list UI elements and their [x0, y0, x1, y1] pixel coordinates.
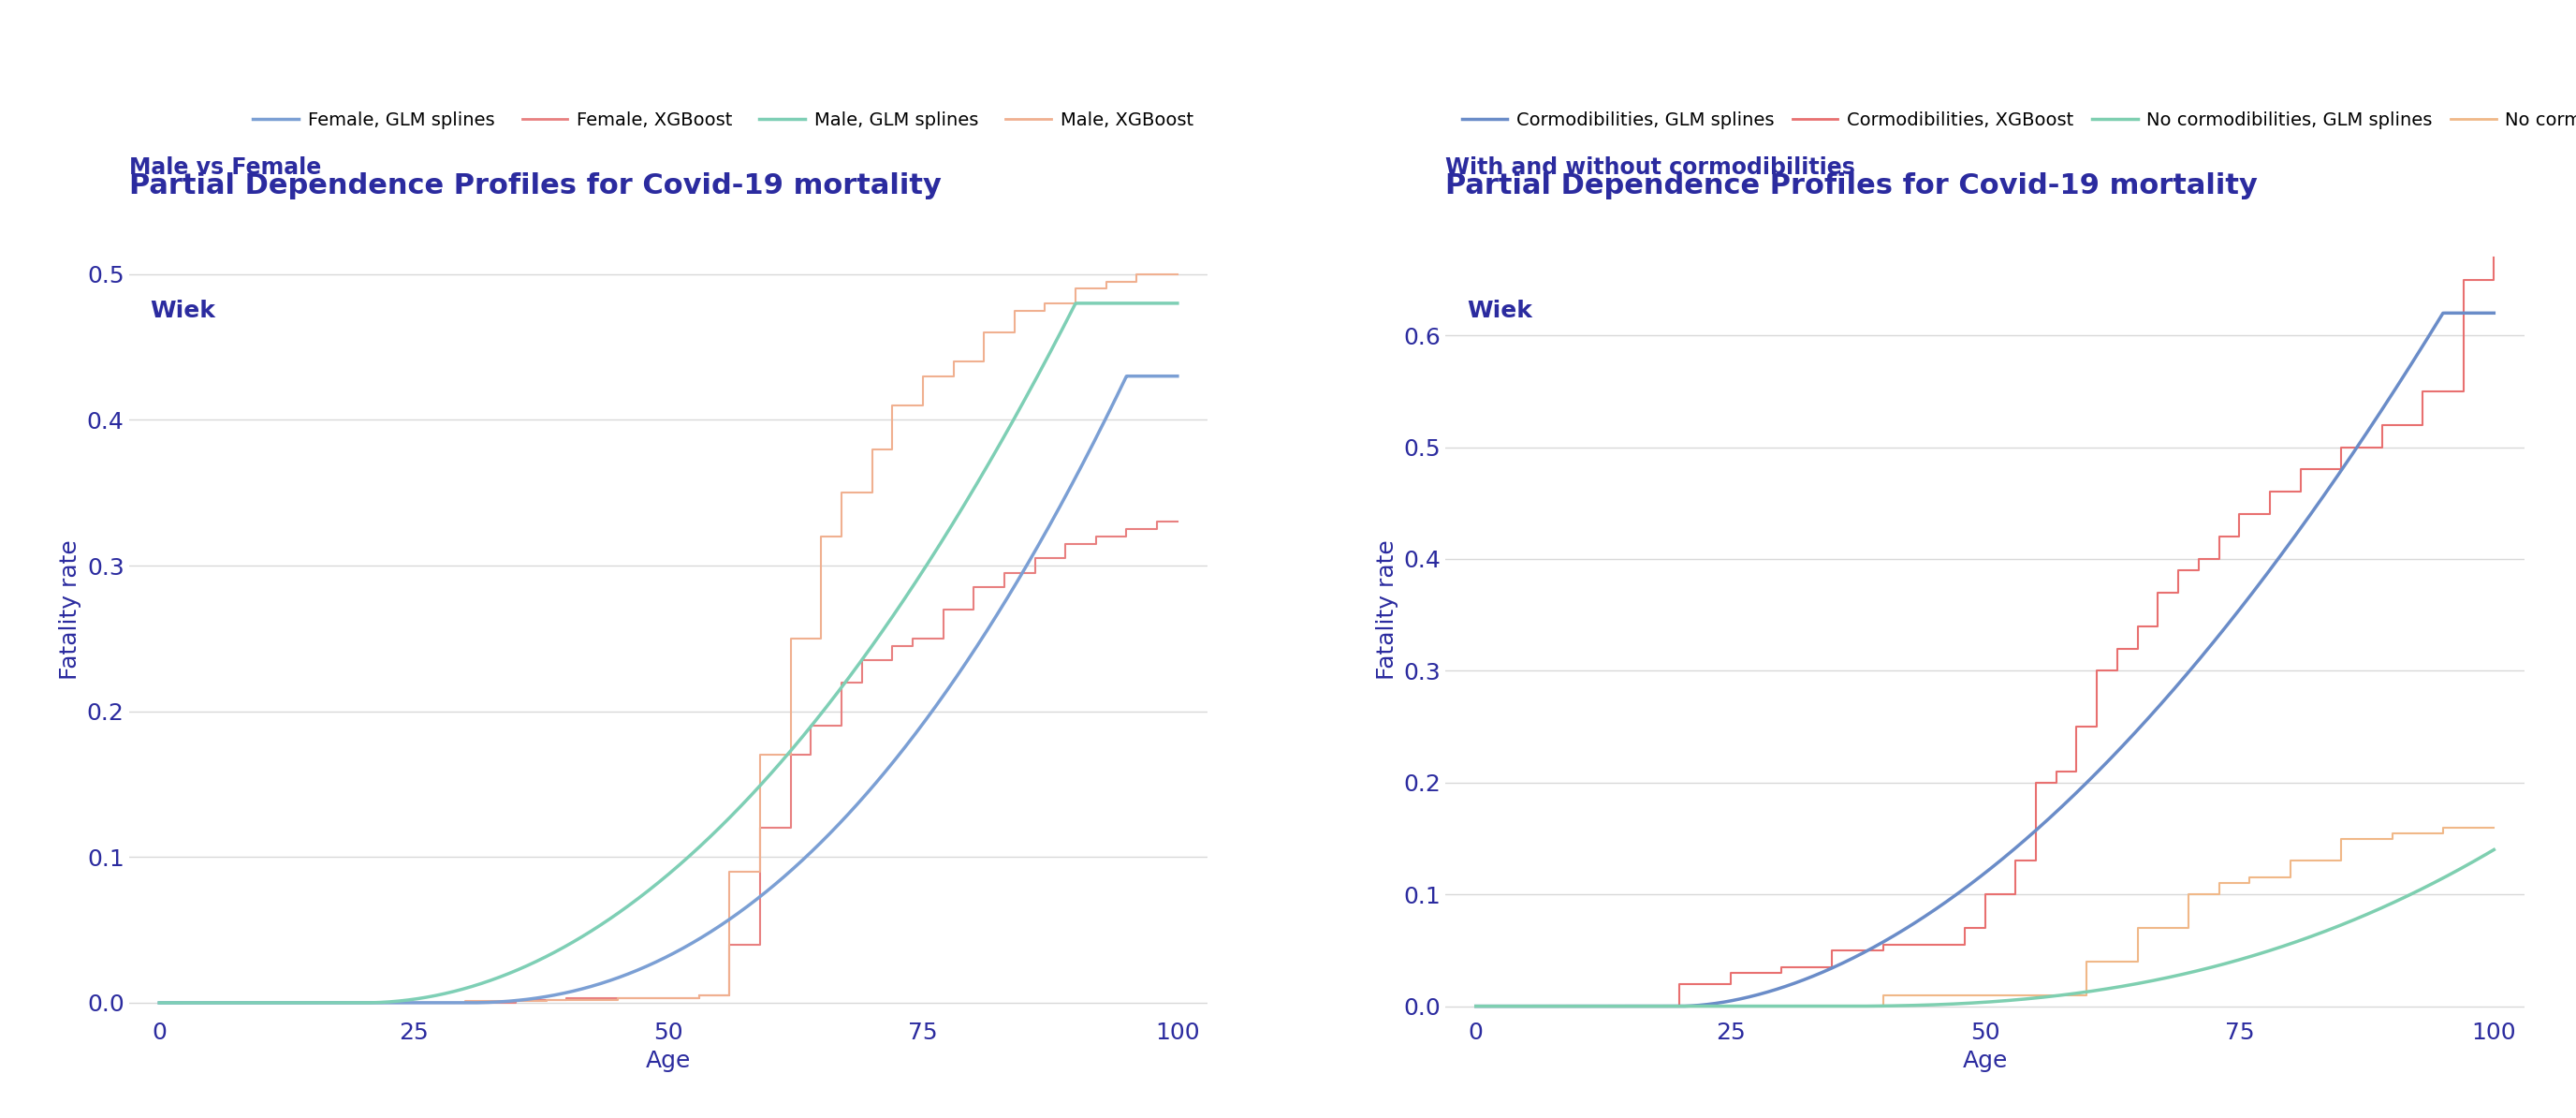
Y-axis label: Fatality rate: Fatality rate: [59, 539, 82, 680]
Y-axis label: Fatality rate: Fatality rate: [1376, 539, 1399, 680]
Text: Male vs Female: Male vs Female: [129, 157, 322, 179]
Text: With and without cormodibilities: With and without cormodibilities: [1445, 157, 1855, 179]
Legend: Female, GLM splines, Female, XGBoost, Male, GLM splines, Male, XGBoost: Female, GLM splines, Female, XGBoost, Ma…: [245, 104, 1200, 136]
X-axis label: Age: Age: [1963, 1050, 2007, 1072]
Text: Partial Dependence Profiles for Covid-19 mortality: Partial Dependence Profiles for Covid-19…: [129, 172, 940, 199]
Text: Wiek: Wiek: [149, 300, 216, 322]
Text: Wiek: Wiek: [1466, 300, 1533, 322]
Text: Partial Dependence Profiles for Covid-19 mortality: Partial Dependence Profiles for Covid-19…: [1445, 172, 2257, 199]
Legend: Cormodibilities, GLM splines, Cormodibilities, XGBoost, No cormodibilities, GLM : Cormodibilities, GLM splines, Cormodibil…: [1455, 104, 2576, 136]
X-axis label: Age: Age: [647, 1050, 690, 1072]
